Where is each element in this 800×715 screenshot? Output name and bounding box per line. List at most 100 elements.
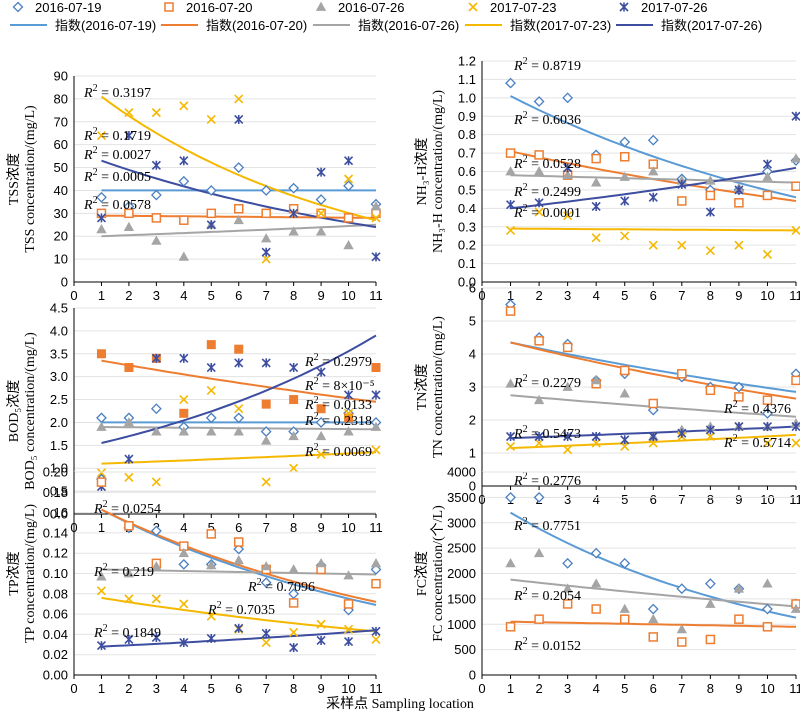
legend-trend-label-s0720: 指数(2016-07-20) bbox=[206, 18, 307, 33]
point-s1723 bbox=[705, 431, 715, 442]
r2-label: R2 = 0.5714 bbox=[723, 433, 791, 451]
point-s1726 bbox=[96, 213, 107, 223]
point-s1726 bbox=[289, 208, 299, 218]
x-tick-label: 6 bbox=[650, 492, 657, 507]
point-s0720 bbox=[762, 190, 773, 201]
point-s1726 bbox=[179, 353, 189, 363]
panel-bod: 0.00.51.01.52.02.53.03.54.04.50123456789… bbox=[6, 301, 383, 536]
x-tick-label: 1 bbox=[98, 288, 105, 303]
trendline-s0720 bbox=[510, 620, 797, 628]
x-tick-label: 0 bbox=[70, 681, 77, 696]
point-s1723 bbox=[234, 404, 244, 414]
point-s0719 bbox=[260, 185, 272, 196]
point-s1726 bbox=[371, 390, 381, 400]
point-s1726 bbox=[316, 635, 326, 646]
trendline-s1726 bbox=[101, 334, 377, 444]
point-s0726 bbox=[123, 221, 135, 231]
point-s1723 bbox=[124, 108, 134, 118]
point-s0726 bbox=[619, 171, 630, 181]
y-tick-label: 4 bbox=[469, 347, 476, 362]
y-tick-label: 1.0 bbox=[50, 461, 68, 476]
x-tick-label: 9 bbox=[735, 681, 742, 696]
x-tick-label: 5 bbox=[621, 288, 628, 303]
x-tick-label: 8 bbox=[290, 681, 297, 696]
y-axis-label-cn: BOD₅浓度 bbox=[6, 380, 22, 442]
x-tick-label: 8 bbox=[290, 288, 297, 303]
point-s0726 bbox=[315, 558, 327, 568]
point-s0719 bbox=[505, 77, 516, 89]
point-s1723 bbox=[505, 441, 516, 451]
x-tick-label: 6 bbox=[235, 681, 242, 696]
y-tick-label: 1.0 bbox=[458, 90, 476, 105]
trendline-s1723 bbox=[101, 596, 377, 633]
point-s0720 bbox=[734, 614, 744, 624]
trendline-s0720 bbox=[510, 341, 797, 400]
point-s0726 bbox=[790, 603, 800, 613]
y-tick-label: 1.2 bbox=[458, 54, 476, 69]
x-tick-label: 4 bbox=[593, 492, 600, 507]
point-s0726 bbox=[178, 547, 190, 558]
point-s0726 bbox=[343, 570, 354, 580]
point-s1723 bbox=[234, 94, 244, 104]
point-s0719 bbox=[619, 136, 631, 148]
point-s0726 bbox=[288, 226, 299, 236]
y-tick-label: 2.5 bbox=[50, 392, 68, 407]
x-tick-label: 11 bbox=[789, 492, 800, 507]
x-tick-label: 6 bbox=[235, 288, 242, 303]
point-s1723 bbox=[734, 240, 744, 250]
y-tick-label: 0.04 bbox=[43, 627, 68, 642]
r2-label: R2 = 0.2776 bbox=[513, 471, 581, 489]
x-tick-label: 5 bbox=[208, 681, 215, 696]
trendline-s0720 bbox=[101, 508, 377, 603]
x-tick-label: 6 bbox=[650, 681, 657, 696]
y-tick-label: 0.12 bbox=[43, 546, 68, 561]
point-s0726 bbox=[260, 561, 272, 571]
y-tick-label: 0.02 bbox=[43, 647, 68, 662]
x-tick-label: 0 bbox=[478, 681, 485, 696]
point-s1726 bbox=[343, 390, 354, 400]
point-s0726 bbox=[590, 177, 602, 187]
point-s0720 bbox=[677, 369, 687, 379]
point-s0726 bbox=[619, 603, 630, 613]
y-axis-label-en: TN concentration/(mg/L) bbox=[431, 316, 446, 458]
point-s0726 bbox=[343, 240, 354, 250]
x-tick-label: 10 bbox=[341, 288, 355, 303]
point-s0726 bbox=[562, 169, 573, 180]
point-s1723 bbox=[563, 445, 573, 455]
point-s1726 bbox=[620, 435, 630, 445]
point-s0726 bbox=[505, 558, 516, 568]
point-s0720 bbox=[179, 215, 189, 225]
point-s0720 bbox=[762, 395, 773, 405]
point-s1723 bbox=[343, 174, 354, 184]
point-s0720 bbox=[124, 208, 134, 219]
point-s0720 bbox=[791, 181, 800, 191]
point-s0720 bbox=[591, 604, 601, 614]
point-s0726 bbox=[96, 571, 107, 581]
point-s0719 bbox=[619, 557, 631, 569]
y-tick-label: 0.9 bbox=[458, 109, 476, 124]
point-s1726 bbox=[151, 632, 161, 643]
point-s1723 bbox=[534, 438, 544, 448]
y-tick-label: 0.00 bbox=[43, 668, 68, 683]
point-s0720 bbox=[677, 637, 687, 647]
point-s0726 bbox=[619, 388, 630, 398]
x-tick-label: 9 bbox=[317, 681, 324, 696]
point-s1726 bbox=[534, 431, 544, 442]
x-tick-label: 7 bbox=[263, 288, 270, 303]
point-s0720 bbox=[124, 521, 134, 531]
y-axis-label-en: FC concentration/(个/L) bbox=[430, 505, 446, 642]
y-tick-label: 0 bbox=[469, 479, 476, 494]
r2-label: R2 = 0.0069 bbox=[304, 442, 372, 460]
trendline-s0719 bbox=[509, 511, 797, 619]
trendline-s0726 bbox=[101, 568, 377, 576]
x-tick-label: 9 bbox=[317, 288, 324, 303]
point-s1723 bbox=[206, 611, 216, 621]
point-s0719 bbox=[315, 194, 327, 206]
r2-label: R2 = 0.0578 bbox=[83, 195, 151, 213]
point-s1726 bbox=[534, 198, 544, 208]
point-s0720 bbox=[534, 614, 544, 624]
point-s0720 bbox=[534, 150, 544, 160]
r2-label: R2 = 0.0001 bbox=[513, 203, 581, 221]
panel-tss: 0 10 20 30 40 50 60 70 80 90 0 1 2 3 4 5 6 7 8 9 10 11 TSS浓度 TS… bbox=[6, 69, 383, 304]
point-s1726 bbox=[677, 428, 687, 438]
